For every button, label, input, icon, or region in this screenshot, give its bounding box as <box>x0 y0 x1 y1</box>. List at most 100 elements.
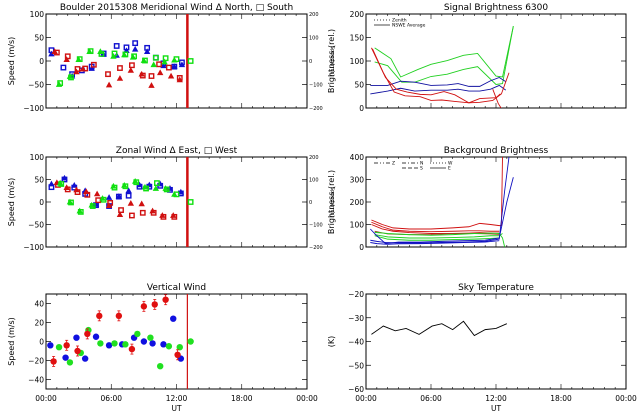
x-tick-label: 00:00 <box>615 394 637 403</box>
data-point-square <box>64 53 71 60</box>
y2-tick-label: 0 <box>309 59 312 65</box>
data-point-square <box>173 56 180 63</box>
legend-label: W <box>448 161 453 167</box>
data-point-square <box>162 55 169 62</box>
data-point-triangle <box>148 82 155 88</box>
y2-tick-label: 0 <box>309 200 312 206</box>
y-axis-label: Speed (m/s) <box>7 317 16 366</box>
series-line-red-1 <box>371 157 503 230</box>
y-tick-label: −50 <box>28 221 44 230</box>
data-point-square <box>74 66 81 72</box>
chart-title: Vertical Wind <box>147 283 206 293</box>
data-point-square <box>98 51 105 57</box>
y-tick-label: 0 <box>39 338 44 347</box>
data-point-square <box>171 63 178 70</box>
x-tick-label: 18:00 <box>231 394 253 403</box>
data-point-square <box>111 50 118 57</box>
data-point-circle <box>151 301 158 308</box>
data-point-square <box>176 75 183 81</box>
series-line-blue-lower <box>370 84 507 95</box>
data-point-square <box>125 192 132 199</box>
data-point-square <box>123 44 130 51</box>
x-tick-label: 00:00 <box>296 394 318 403</box>
data-point-circle <box>74 347 81 355</box>
x-axis-label: UT <box>491 404 501 413</box>
data-point-square <box>148 73 155 79</box>
data-point-square <box>58 181 65 187</box>
data-point-circle <box>128 345 136 353</box>
data-point-circle <box>63 342 70 349</box>
data-point-circle <box>84 330 91 338</box>
data-point-square <box>122 51 129 58</box>
data-point-square <box>152 54 159 61</box>
data-point-circle <box>92 333 100 340</box>
y2-axis-label: Speed (m/s) <box>329 187 335 217</box>
chart-title: Boulder 2015308 Meridional Wind Δ North,… <box>60 3 293 13</box>
plot-area <box>371 320 508 337</box>
y-tick-label: 50 <box>34 34 44 43</box>
data-point-circle <box>97 340 104 347</box>
data-point-circle <box>55 344 63 351</box>
data-point-triangle <box>116 75 124 81</box>
series-line-green-lower <box>374 26 514 85</box>
plot-area <box>370 26 514 108</box>
data-point-square <box>57 80 64 86</box>
data-point-square <box>107 199 114 206</box>
series-line-green-1 <box>374 231 506 247</box>
data-point-triangle <box>93 190 101 197</box>
legend-label: NSWE Average <box>392 23 426 29</box>
data-point-triangle <box>167 72 175 79</box>
data-point-square <box>68 74 74 81</box>
series-line-red-drop <box>492 89 502 108</box>
y-axis-label: (K) <box>327 336 336 348</box>
y-tick-label: 200 <box>350 10 365 19</box>
data-point-circle <box>134 330 141 338</box>
y-tick-label: 100 <box>30 10 45 19</box>
data-point-triangle <box>150 61 157 68</box>
data-point-triangle <box>161 58 168 65</box>
series-line-red-upper <box>371 47 501 104</box>
data-point-square <box>82 65 89 72</box>
data-point-triangle <box>143 48 151 54</box>
data-point-circle <box>50 358 57 365</box>
legend-label: E <box>448 166 451 172</box>
data-point-square <box>105 71 111 78</box>
data-point-square <box>64 186 71 193</box>
data-point-square <box>74 189 81 195</box>
data-point-circle <box>160 341 167 348</box>
y-tick-label: −100 <box>23 104 44 113</box>
data-point-square <box>144 44 151 51</box>
y-tick-label: 100 <box>350 57 365 66</box>
data-point-square <box>150 209 157 216</box>
data-point-square <box>77 208 84 215</box>
y2-tick-label: 100 <box>309 36 319 42</box>
y-tick-label: −60 <box>348 385 364 394</box>
y-tick-label: 40 <box>34 300 44 309</box>
data-point-square <box>111 184 118 191</box>
x-tick-label: 12:00 <box>166 394 188 403</box>
plot-area <box>47 294 194 389</box>
data-point-circle <box>149 340 156 347</box>
data-point-square <box>76 56 83 63</box>
y-tick-label: −40 <box>28 376 44 385</box>
data-point-square <box>139 209 146 216</box>
data-point-square <box>160 213 167 220</box>
series-line-red-2 <box>371 221 500 233</box>
data-point-triangle <box>105 194 113 200</box>
y-tick-label: 200 <box>350 198 365 207</box>
plot-frame <box>365 293 627 390</box>
legend-label: N <box>420 161 423 167</box>
data-point-triangle <box>116 211 124 217</box>
x-tick-label: 18:00 <box>550 394 572 403</box>
y-tick-label: 0 <box>359 104 364 113</box>
chart-title: Signal Brightness 6300 <box>444 3 548 13</box>
data-point-square <box>117 65 123 71</box>
data-point-circle <box>81 355 89 362</box>
data-point-circle <box>115 312 123 320</box>
panel-skytemp: Sky Temperature 00:00 06:00 12:00 18:00 00:00… <box>327 283 637 413</box>
data-point-circle <box>140 338 148 345</box>
data-point-square <box>60 64 67 71</box>
plot-frame <box>45 156 308 248</box>
y2-tick-label: −200 <box>309 106 323 112</box>
data-point-triangle <box>138 200 145 207</box>
